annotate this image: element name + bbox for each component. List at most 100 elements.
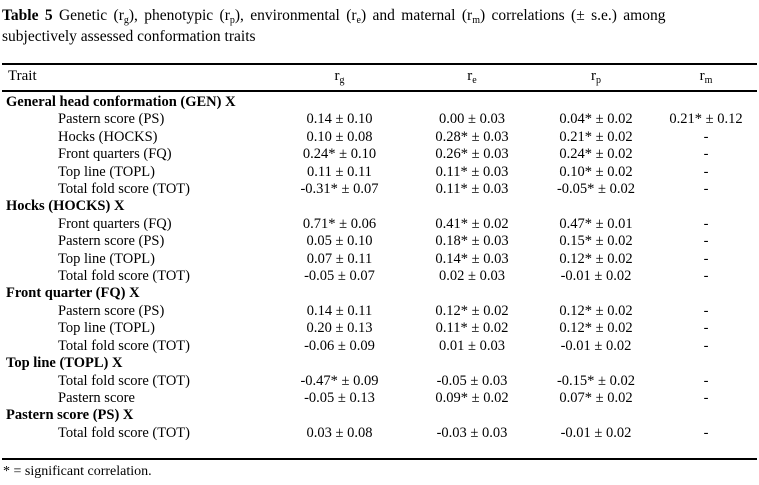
correlation-table: Trait rg re rp rm General head conformation … (2, 63, 757, 442)
value-cell-re: -0.05 ± 0.03 (436, 372, 508, 389)
table-footnote: * = significant correlation. (3, 464, 152, 480)
table-row: Top line (TOPL) 0.07 ± 0.11 0.14* ± 0.03 0.… (2, 251, 757, 268)
value-cell-re: 0.11* ± 0.03 (435, 163, 509, 180)
value-cell-rp: 0.04* ± 0.02 (559, 111, 633, 128)
value-cell-rp: -0.01 ± 0.02 (560, 337, 632, 354)
value-cell-rp: 0.12* ± 0.02 (559, 320, 633, 337)
trait-cell: Total fold score (TOT) (58, 268, 190, 285)
value-cell-rp: 0.21* ± 0.02 (559, 128, 633, 145)
table-row: Top line (TOPL) 0.20 ± 0.13 0.11* ± 0.02 0.… (2, 320, 757, 337)
section-header: Front quarter (FQ) X (6, 285, 140, 302)
table-caption: Table 5 Genetic (rg), phenotypic (rp), e… (2, 5, 757, 47)
table-row: Top line (TOPL) 0.11 ± 0.11 0.11* ± 0.03 0.… (2, 164, 757, 181)
value-cell-rg: 0.71* ± 0.06 (302, 215, 377, 232)
value-cell-rg: -0.05 ± 0.13 (304, 389, 375, 406)
table-row: Pastern score (PS) 0.05 ± 0.10 0.18* ± 0.0… (2, 233, 757, 250)
value-cell-rm: - (703, 250, 709, 267)
trait-cell: Hocks (HOCKS) (58, 128, 158, 145)
table-row: Total fold score (TOT) -0.06 ± 0.09 0.01 ±… (2, 338, 757, 355)
value-cell-rp: -0.01 ± 0.02 (560, 424, 632, 441)
section-header: Pastern score (PS) X (6, 407, 134, 424)
table-row: Front quarters (FQ) 0.71* ± 0.06 0.41* ± 0… (2, 216, 757, 233)
table-row: Front quarters (FQ) 0.24* ± 0.10 0.26* ± 0… (2, 146, 757, 163)
trait-cell: Top line (TOPL) (58, 250, 155, 267)
value-cell-rg: 0.05 ± 0.10 (306, 233, 373, 250)
value-cell-rg: 0.11 ± 0.11 (307, 163, 372, 180)
value-cell-re: 0.28* ± 0.03 (435, 128, 509, 145)
value-cell-rp: 0.10* ± 0.02 (559, 163, 633, 180)
value-cell-rm: - (703, 233, 709, 250)
column-header-rp: rp (591, 68, 601, 86)
value-cell-re: 0.00 ± 0.03 (439, 111, 505, 128)
table-row: Hocks (HOCKS) 0.10 ± 0.08 0.28* ± 0.03 0.21… (2, 129, 757, 146)
table-body: General head conformation (GEN) X Pastern… (2, 91, 757, 442)
table-row: Total fold score (TOT) -0.31* ± 0.07 0.11*… (2, 181, 757, 198)
value-cell-rg: -0.05 ± 0.07 (304, 268, 375, 285)
value-cell-re: 0.26* ± 0.03 (435, 146, 509, 163)
trait-cell: Total fold score (TOT) (58, 424, 190, 441)
trait-cell: Total fold score (TOT) (58, 337, 190, 354)
table-caption-line1: Table 5 Genetic (rg), phenotypic (rp), e… (2, 7, 666, 26)
value-cell-rm: - (703, 372, 709, 389)
trait-cell: Pastern score (PS) (58, 111, 165, 128)
value-cell-rm: - (703, 146, 709, 163)
value-cell-rp: -0.05* ± 0.02 (556, 181, 636, 198)
section-header-row: Top line (TOPL) X (2, 355, 757, 372)
value-cell-rg: -0.31* ± 0.07 (300, 181, 379, 198)
trait-cell: Top line (TOPL) (58, 320, 155, 337)
trait-cell: Front quarters (FQ) (58, 146, 172, 163)
value-cell-rp: 0.47* ± 0.01 (559, 215, 633, 232)
value-cell-rp: 0.12* ± 0.02 (559, 250, 633, 267)
value-cell-re: 0.09* ± 0.02 (435, 389, 509, 406)
section-header: Hocks (HOCKS) X (6, 198, 125, 215)
trait-cell: Pastern score (PS) (58, 233, 165, 250)
value-cell-rg: 0.14 ± 0.11 (306, 302, 373, 319)
value-cell-re: 0.01 ± 0.03 (439, 337, 505, 354)
trait-cell: Total fold score (TOT) (58, 181, 190, 198)
value-cell-rm: - (703, 302, 709, 319)
value-cell-rg: 0.20 ± 0.13 (306, 320, 373, 337)
table-row: Total fold score (TOT) -0.05 ± 0.07 0.02 ±… (2, 268, 757, 285)
value-cell-rg: 0.10 ± 0.08 (306, 128, 373, 145)
trait-cell: Front quarters (FQ) (58, 215, 172, 232)
value-cell-rm: - (703, 268, 709, 285)
value-cell-rm: - (703, 320, 709, 337)
column-header-rm: rm (699, 68, 713, 86)
column-header-rg: rg (334, 68, 345, 86)
section-header-row: Pastern score (PS) X (2, 407, 757, 424)
table-row: Pastern score -0.05 ± 0.13 0.09* ± 0.02 0.0… (2, 390, 757, 407)
table-row: Pastern score (PS) 0.14 ± 0.10 0.00 ± 0.03… (2, 111, 757, 128)
value-cell-rm: - (703, 128, 709, 145)
value-cell-re: -0.03 ± 0.03 (436, 424, 508, 441)
table-row: Pastern score (PS) 0.14 ± 0.11 0.12* ± 0.0… (2, 303, 757, 320)
value-cell-rp: -0.15* ± 0.02 (556, 372, 636, 389)
table-row: Total fold score (TOT) -0.47* ± 0.09 -0.05… (2, 373, 757, 390)
trait-cell: Top line (TOPL) (58, 163, 155, 180)
value-cell-rg: -0.06 ± 0.09 (304, 337, 375, 354)
trait-cell: Pastern score (58, 389, 135, 406)
correlation-table-wrap: Trait rg re rp rm General head conformation … (2, 63, 757, 461)
column-header-re: re (467, 68, 477, 86)
value-cell-rm: - (703, 389, 709, 406)
table-row: Total fold score (TOT) 0.03 ± 0.08 -0.03 ±… (2, 425, 757, 442)
value-cell-re: 0.11* ± 0.02 (435, 320, 509, 337)
value-cell-rm: 0.21* ± 0.12 (669, 111, 743, 128)
value-cell-rp: 0.12* ± 0.02 (559, 302, 633, 319)
column-header-trait: Trait (8, 68, 37, 84)
value-cell-rp: -0.01 ± 0.02 (560, 268, 632, 285)
section-header: General head conformation (GEN) X (6, 94, 236, 110)
trait-cell: Pastern score (PS) (58, 302, 165, 319)
value-cell-rm: - (703, 337, 709, 354)
value-cell-rm: - (703, 424, 709, 441)
value-cell-rg: 0.14 ± 0.10 (306, 111, 373, 128)
section-header-row: General head conformation (GEN) X (2, 91, 757, 111)
value-cell-rp: 0.24* ± 0.02 (559, 146, 633, 163)
trait-cell: Total fold score (TOT) (58, 372, 190, 389)
value-cell-rg: 0.03 ± 0.08 (306, 424, 373, 441)
section-header-row: Front quarter (FQ) X (2, 285, 757, 302)
value-cell-re: 0.12* ± 0.02 (435, 302, 509, 319)
value-cell-rm: - (703, 181, 709, 198)
table-caption-line2: subjectively assessed conformation trait… (2, 28, 256, 45)
value-cell-re: 0.02 ± 0.03 (439, 268, 505, 285)
